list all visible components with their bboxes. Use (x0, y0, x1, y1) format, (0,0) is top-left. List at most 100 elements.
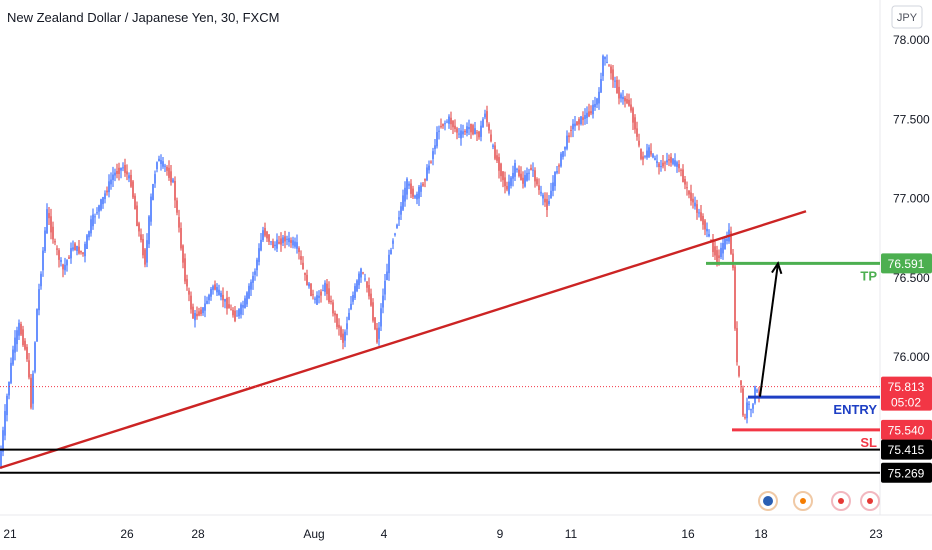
arrow-head[interactable] (771, 261, 783, 275)
candle-body (724, 238, 726, 250)
candle-body (70, 248, 72, 259)
candle-body (404, 187, 406, 202)
candle-body (246, 292, 248, 305)
candle-body (380, 308, 382, 327)
candle-body (308, 283, 310, 287)
candle-body (52, 226, 54, 240)
candle-body (530, 167, 532, 170)
candle-body (320, 291, 322, 296)
candle-body (426, 167, 428, 181)
candle-body (544, 198, 546, 203)
candle-body (488, 124, 490, 131)
candle-body (496, 155, 498, 161)
candle-body (58, 250, 60, 260)
candle-body (150, 196, 152, 222)
candle-body (466, 126, 468, 134)
candle-body (288, 238, 290, 243)
projection-arrow[interactable] (759, 261, 783, 397)
candle-body (602, 55, 604, 77)
candle-body (618, 86, 620, 99)
candle-body (614, 80, 616, 82)
candle-body (152, 184, 154, 200)
candle-body (66, 260, 68, 266)
candle-body (204, 303, 206, 311)
currency-button-label[interactable]: JPY (897, 12, 918, 24)
candle-body (218, 289, 220, 295)
candle-body (326, 283, 328, 295)
candle-body (596, 98, 598, 105)
candle-body (592, 104, 594, 115)
candle-body (20, 323, 22, 335)
candle-body (96, 212, 98, 214)
candle-body (374, 317, 376, 330)
candle-body (702, 215, 704, 225)
candle-body (562, 151, 564, 157)
candle-body (282, 237, 284, 243)
candle-body (86, 235, 88, 249)
candle-body (248, 285, 250, 299)
time-tick-label: 23 (869, 527, 883, 541)
candle-body (258, 248, 260, 262)
candle-body (92, 214, 94, 227)
candle-body (594, 103, 596, 108)
candle-body (714, 246, 716, 256)
candle-body (200, 309, 202, 315)
candle-body (118, 167, 120, 174)
candle-body (598, 91, 600, 104)
trendline[interactable] (0, 210, 807, 470)
candle-body (640, 148, 642, 159)
candle-body (232, 310, 234, 316)
candle-body (206, 300, 208, 304)
candle-body (478, 131, 480, 138)
candle-body (584, 115, 586, 120)
candle-body (168, 167, 170, 178)
candle-body (284, 236, 286, 242)
candle-body (742, 388, 744, 416)
candle-body (556, 171, 558, 173)
time-axis[interactable]: 21 26 28 Aug 4 9 11 16 18 23 (3, 527, 883, 541)
candle-body (550, 190, 552, 199)
candle-body (612, 69, 614, 81)
candle-body (180, 227, 182, 249)
candle-body (688, 190, 690, 195)
candle-body (178, 217, 180, 228)
candle-body (370, 293, 372, 306)
candle-body (250, 281, 252, 290)
candle-body (156, 162, 158, 170)
candle-body (476, 132, 478, 134)
currency-button[interactable]: JPY (891, 5, 923, 29)
event-icons[interactable] (758, 491, 880, 511)
candle-body (14, 337, 16, 353)
price-tick-label: 77.500 (893, 112, 930, 126)
candle-body (174, 180, 176, 201)
candle-body (376, 328, 378, 343)
candle-body (192, 306, 194, 319)
candle-body (16, 330, 18, 345)
candle-body (90, 219, 92, 234)
candle-body (720, 247, 722, 258)
current-price-marker: 75.813 05:02 (881, 376, 932, 411)
candle-body (394, 233, 396, 235)
candle-body (748, 403, 750, 405)
candle-body (662, 162, 664, 167)
candle-body (522, 177, 524, 184)
candle-body (44, 230, 46, 251)
candle-body (350, 303, 352, 310)
candle-body (422, 183, 424, 186)
candle-body (402, 195, 404, 210)
candle-body (674, 160, 676, 166)
candle-body (114, 172, 116, 176)
candle-body (202, 307, 204, 314)
flag-icon[interactable] (763, 496, 773, 506)
candle-body (134, 195, 136, 210)
candle-body (546, 199, 548, 210)
currency-button-frame[interactable] (891, 5, 923, 29)
price-axis[interactable]: 76.000 76.500 77.000 77.500 78.000 (893, 33, 930, 364)
candle-body (290, 240, 292, 243)
arrow-shaft[interactable] (759, 263, 779, 397)
candle-body (98, 205, 100, 212)
candle-body (264, 228, 266, 236)
level-price-label: 76.591 (888, 257, 925, 271)
candle-body (80, 250, 82, 253)
